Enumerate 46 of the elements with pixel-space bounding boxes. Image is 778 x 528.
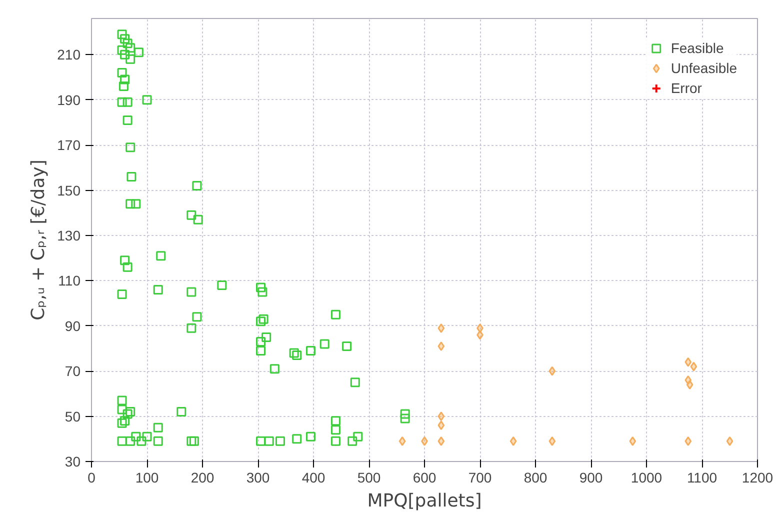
legend-label: Error [670, 80, 702, 96]
x-tick-label: 700 [468, 470, 492, 486]
x-axis-title: MPQ[pallets] [367, 490, 482, 512]
x-tick-label: 1100 [686, 470, 718, 486]
y-tick-label: 70 [64, 363, 81, 380]
x-tick-label: 1000 [630, 470, 662, 486]
point [438, 436, 445, 446]
x-tick-label: 200 [190, 470, 214, 486]
x-tick-label: 900 [579, 470, 603, 486]
legend-label: Feasible [670, 40, 724, 56]
point [438, 323, 445, 333]
point [398, 436, 406, 446]
y-tick-label: 150 [57, 182, 81, 198]
y-tick-label: 50 [64, 408, 81, 424]
point [548, 366, 556, 376]
x-tick-label: 500 [357, 470, 381, 486]
x-tick-label: 0 [88, 470, 96, 486]
x-tick-label: 100 [135, 470, 159, 486]
y-tick-label: 130 [57, 227, 81, 244]
point [686, 380, 694, 390]
point [684, 357, 692, 367]
y-tick-label: 170 [57, 137, 81, 154]
point [548, 436, 556, 446]
point [629, 436, 636, 446]
point [726, 436, 734, 446]
y-tick-label: 190 [57, 92, 81, 108]
x-tick-label: 300 [246, 470, 270, 486]
point [438, 341, 445, 351]
legend-label: Unfeasible [670, 60, 737, 76]
x-tick-label: 400 [302, 470, 326, 486]
y-tick-label: 110 [58, 272, 81, 289]
y-tick-label: 210 [57, 46, 81, 63]
y-axis-title: Cₚ,ᵤ + Cₚ,ᵣ [€/day] [28, 160, 50, 320]
point [421, 436, 428, 446]
point [438, 412, 445, 422]
x-tick-label: 1200 [742, 470, 774, 486]
y-tick-label: 30 [64, 454, 81, 470]
point [690, 362, 698, 372]
point [684, 436, 692, 446]
point [438, 420, 445, 430]
point [476, 330, 484, 340]
point [510, 436, 517, 446]
point [476, 323, 484, 333]
x-tick-label: 800 [524, 470, 548, 486]
y-tick-label: 90 [64, 318, 81, 334]
x-tick-label: 600 [412, 470, 436, 486]
